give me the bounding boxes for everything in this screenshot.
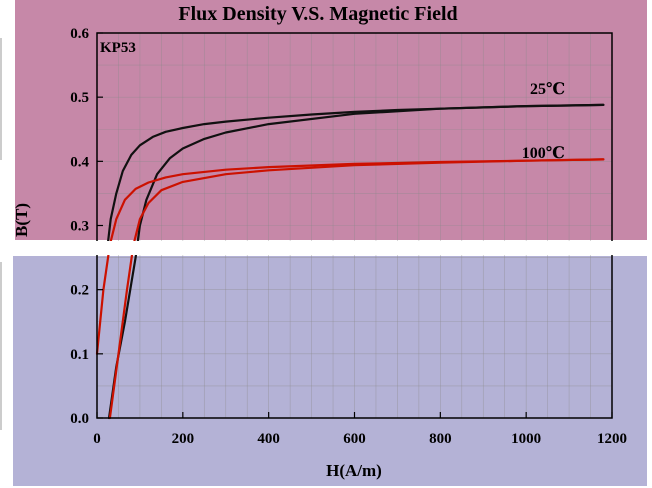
x-tick-label: 400	[257, 431, 280, 447]
tick-labels: 0 200 400 600 800 1000 1200 0.0 0.1 0.2 0.3 0.4 0.5 0…	[70, 26, 627, 447]
curves	[95, 103, 605, 420]
y-tick-label: 0.0	[70, 411, 89, 427]
series-annotation-100c: 100℃	[522, 145, 565, 162]
x-tick-label: 200	[172, 431, 195, 447]
grid-lines	[96, 32, 613, 419]
y-tick-label: 0.1	[70, 347, 89, 363]
tick-marks	[96, 32, 613, 419]
y-tick-label: 0.2	[70, 283, 89, 299]
x-tick-label: 600	[343, 431, 366, 447]
series-line-25c-lower	[107, 103, 605, 420]
x-tick-label: 0	[93, 431, 101, 447]
tear-strip-gap	[97, 241, 642, 255]
chart-title: Flux Density V.S. Magnetic Field	[178, 3, 457, 25]
y-tick-label: 0.3	[70, 219, 89, 235]
y-tick-label: 0.6	[70, 26, 89, 42]
y-tick-label: 0.4	[70, 154, 89, 170]
y-tick-label: 0.5	[70, 90, 89, 106]
series-line-100c-lower	[108, 158, 605, 420]
upper-background-panel	[15, 0, 647, 240]
x-tick-label: 800	[429, 431, 452, 447]
x-axis-label: H(A/m)	[326, 461, 382, 480]
x-tick-label: 1200	[597, 431, 627, 447]
y-axis-label: B(T)	[12, 203, 31, 237]
panel-label: KP53	[100, 40, 136, 56]
x-tick-label: 1000	[511, 431, 541, 447]
lower-background-panel	[13, 256, 647, 486]
series-annotation-25c: 25℃	[530, 81, 565, 98]
